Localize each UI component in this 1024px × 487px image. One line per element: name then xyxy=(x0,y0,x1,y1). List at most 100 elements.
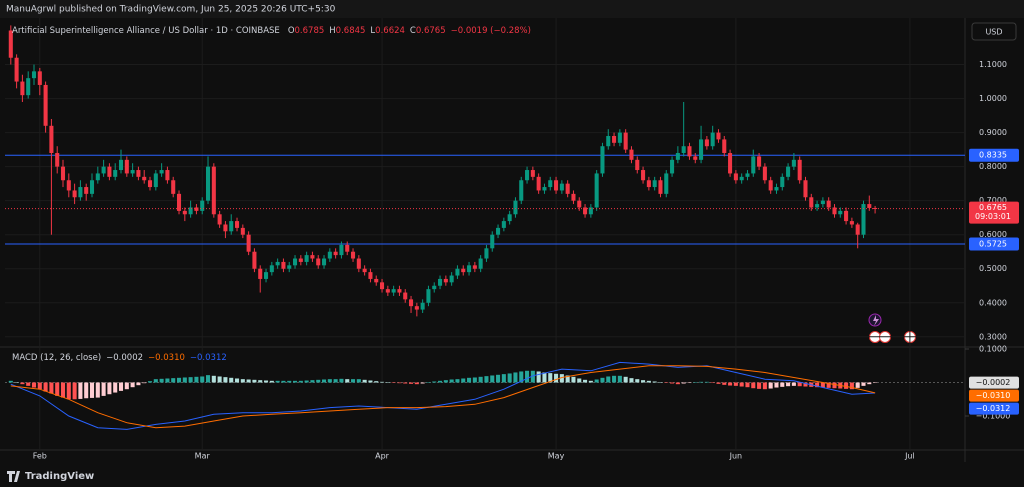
histogram-bar xyxy=(153,379,158,383)
candle-body xyxy=(554,180,559,191)
candle-body xyxy=(205,166,211,201)
histogram-bar xyxy=(762,382,767,390)
candle-body xyxy=(786,166,791,177)
candle-body xyxy=(832,207,837,215)
candle-body xyxy=(49,125,54,154)
candle-body xyxy=(374,278,379,283)
histogram-bar xyxy=(89,382,95,398)
histogram-bar xyxy=(55,382,60,396)
histogram-bar xyxy=(66,382,71,400)
candle-body xyxy=(124,159,129,174)
histogram-bar xyxy=(304,380,309,383)
candle-body xyxy=(559,183,564,191)
histogram-bar xyxy=(263,380,269,383)
histogram-bar xyxy=(652,381,657,383)
y-tick-label: 0.4000 xyxy=(979,298,1007,307)
candle-body xyxy=(188,207,193,215)
histogram-bar xyxy=(84,382,89,399)
candle-body xyxy=(844,210,849,222)
candle-body xyxy=(281,261,286,269)
ohlc-value: 0.6765 xyxy=(416,26,446,36)
histogram-bar xyxy=(258,380,263,383)
candle-body xyxy=(745,173,750,177)
histogram-bar xyxy=(176,377,182,383)
candle-body xyxy=(211,166,216,215)
indicator-value-label: −0.0002 xyxy=(976,378,1011,387)
countdown-label: 09:03:01 xyxy=(975,212,1011,221)
histogram-bar xyxy=(542,372,547,383)
candle-body xyxy=(809,197,814,208)
macd-line xyxy=(10,365,876,429)
candle-body xyxy=(693,156,698,160)
symbol-title: Artificial Superintelligence Alliance / … xyxy=(12,26,280,36)
candle-body xyxy=(333,251,338,256)
y-tick-label: 1.0000 xyxy=(979,94,1007,103)
histogram-bar xyxy=(339,378,344,383)
currency-label[interactable]: USD xyxy=(985,28,1002,37)
candle-body xyxy=(37,71,42,85)
histogram-bar xyxy=(716,382,721,384)
histogram-bar xyxy=(768,382,773,389)
histogram-bar xyxy=(664,382,669,384)
histogram-bar xyxy=(269,380,274,383)
candle-body xyxy=(200,200,205,211)
candle-body xyxy=(687,146,692,157)
histogram-bar xyxy=(130,382,135,388)
histogram-bar xyxy=(142,382,147,384)
y-tick-label: 0.5000 xyxy=(979,264,1007,273)
candle-body xyxy=(820,200,825,205)
histogram-bar xyxy=(751,382,756,389)
x-tick-label: Mar xyxy=(195,452,211,461)
x-tick-label: Apr xyxy=(375,452,390,461)
candle-body xyxy=(699,139,704,160)
histogram-bar xyxy=(606,376,611,383)
histogram-bar xyxy=(600,377,605,383)
candle-body xyxy=(757,156,762,167)
histogram-bar xyxy=(234,378,240,383)
candle-body xyxy=(153,173,158,188)
histogram-bar xyxy=(629,378,634,383)
level-label-box xyxy=(969,148,1019,162)
histogram-bar xyxy=(693,382,698,383)
candle-body xyxy=(385,289,390,293)
last-price-label: 0.6765 xyxy=(979,203,1007,212)
publisher-line: ManuAgrwl published on TradingView.com, … xyxy=(6,5,336,15)
candle-body xyxy=(681,146,686,154)
candle-body xyxy=(594,173,599,208)
histogram-bar xyxy=(496,374,501,383)
histogram-bar xyxy=(699,381,704,383)
indicator-value-box xyxy=(969,402,1019,415)
histogram-bar xyxy=(8,380,13,383)
histogram-bar xyxy=(617,375,622,383)
candle-body xyxy=(8,30,13,58)
indicator-value-box xyxy=(969,376,1019,389)
candle-body xyxy=(391,289,396,293)
candle-body xyxy=(159,170,164,174)
candle-body xyxy=(130,170,135,174)
candle-body xyxy=(72,190,77,198)
histogram-bar xyxy=(159,378,164,383)
histogram-bar xyxy=(345,379,350,383)
histogram-bar xyxy=(873,382,878,384)
histogram-bar xyxy=(409,382,414,384)
histogram-bar xyxy=(443,380,448,383)
histogram-bar xyxy=(844,382,849,389)
candle-body xyxy=(467,265,472,273)
histogram-bar xyxy=(385,382,390,384)
candle-body xyxy=(525,170,530,181)
histogram-bar xyxy=(739,382,744,387)
level-label: 0.5725 xyxy=(979,240,1007,249)
candle-body xyxy=(78,187,83,198)
candle-body xyxy=(351,251,356,259)
candle-body xyxy=(420,302,425,310)
histogram-bar xyxy=(704,381,709,383)
histogram-bar xyxy=(281,380,286,383)
candle-body xyxy=(55,153,60,167)
histogram-bar xyxy=(513,372,518,383)
histogram-bar xyxy=(675,382,680,385)
candle-body xyxy=(136,170,141,177)
candle-body xyxy=(635,159,640,171)
currency-button[interactable] xyxy=(971,22,1017,41)
candle-body xyxy=(739,176,744,181)
histogram-bar xyxy=(501,374,506,383)
